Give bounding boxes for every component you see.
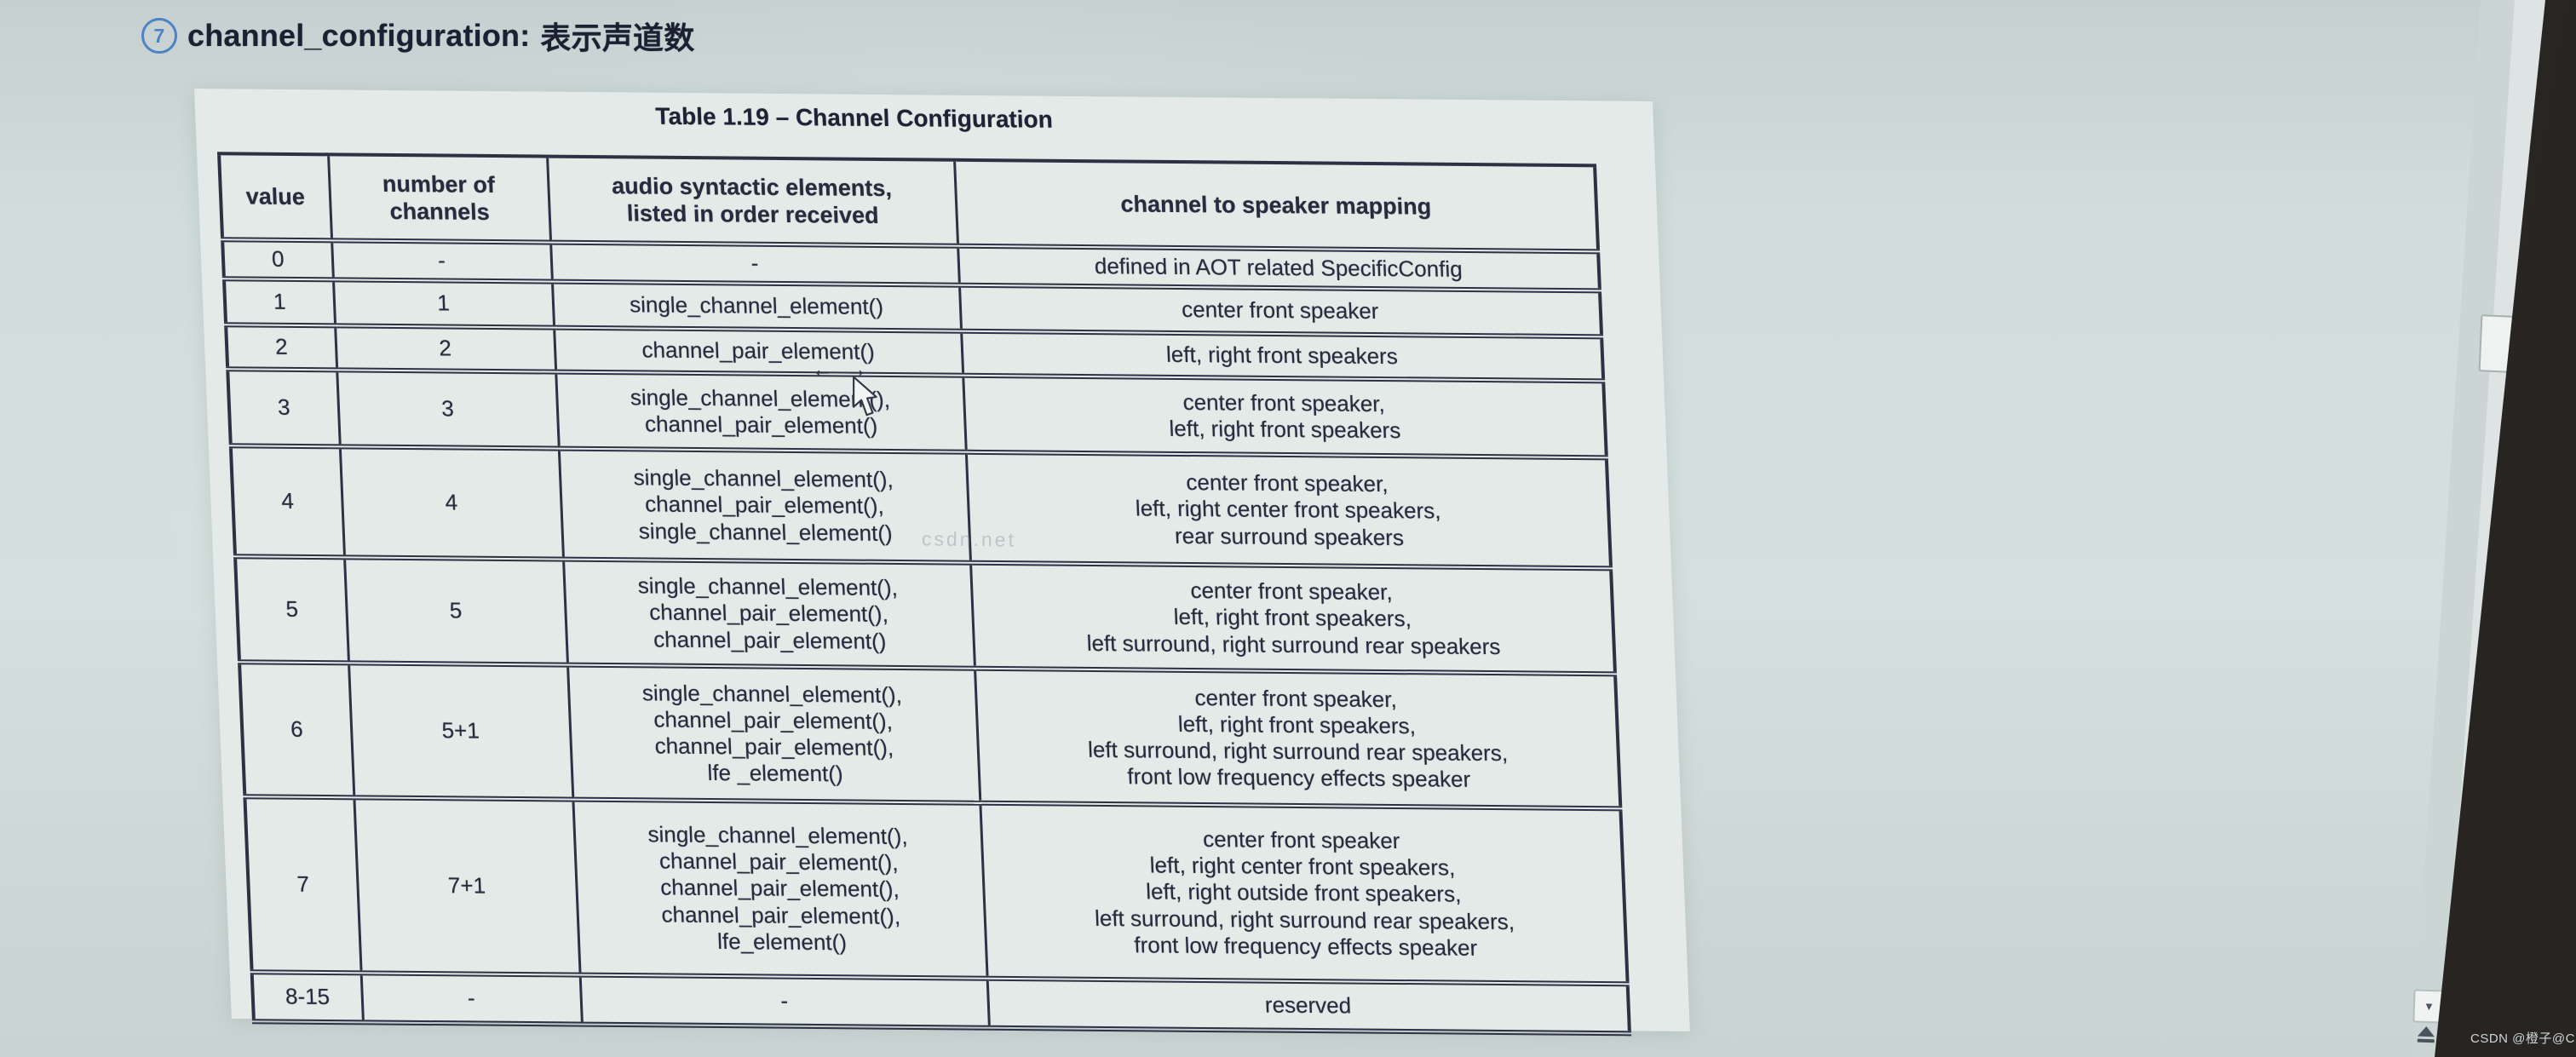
mouse-cursor-icon [853,376,877,416]
cell-channels: 3 [336,370,559,449]
up-triangle-icon [2417,1025,2435,1037]
inline-watermark: csdn.net [921,527,1017,551]
cell-elements: single_channel_element(), channel_pair_e… [555,371,966,452]
cell-value: 6 [239,662,354,798]
cell-mapping: center front speaker, left, right front … [975,668,1621,809]
right-arrow-icon: → [846,358,867,382]
cell-elements: single_channel_element(), channel_pair_e… [558,448,971,563]
table-row: 5 5 single_channel_element(), channel_pa… [235,556,1616,675]
cell-channels: - [331,240,552,282]
left-arrow-icon: ← [812,358,833,382]
cell-mapping: center front speaker, left, right front … [963,375,1607,458]
cell-channels: 5+1 [348,663,573,800]
cell-value: 7 [244,796,361,974]
header-row: value number of channels audio syntactic… [219,153,1599,252]
channel-configuration-table: value number of channels audio syntactic… [216,152,1632,1037]
cell-channels: - [360,973,582,1025]
cell-value: 2 [226,325,337,371]
cell-elements: single_channel_element(), channel_pair_e… [563,559,975,669]
cell-channels: 1 [332,279,555,328]
cell-mapping: center front speaker, left, right center… [965,451,1612,569]
cell-value: 8-15 [251,972,363,1023]
horizontal-scroll-arrows: ← → [812,358,867,382]
cell-value: 3 [227,369,340,447]
cell-value: 5 [235,556,349,663]
table-row: 3 3 single_channel_element(), channel_pa… [227,369,1607,458]
document-page: Table 1.19 – Channel Configuration value… [194,89,1690,1037]
csdn-watermark: CSDN @橙子@C [2470,1031,2575,1046]
cell-value: 0 [222,239,333,280]
cell-elements: single_channel_element(), channel_pair_e… [572,799,987,979]
cell-value: 4 [230,445,345,558]
cell-elements: single_channel_element() [551,281,962,331]
page-heading: 7 channel_configuration: 表示声道数 [141,14,694,58]
table-row: 6 5+1 single_channel_element(), channel_… [239,662,1621,809]
cell-elements: - [550,242,959,285]
cell-mapping: left, right front speakers [961,330,1604,382]
column-header-channels: number of channels [328,154,551,243]
circled-7-badge: 7 [141,18,177,54]
cell-elements: - [579,974,989,1028]
cell-elements: single_channel_element(), channel_pair_e… [567,664,980,803]
cell-channels: 7+1 [354,797,580,975]
cell-mapping: defined in AOT related SpecificConfig [957,245,1600,291]
column-header-elements: audio syntactic elements, listed in orde… [547,156,958,246]
cell-mapping: center front speaker left, right center … [980,802,1628,985]
heading-cjk-text: 表示声道数 [540,20,695,55]
heading-code-text: channel_configuration: [187,18,531,53]
column-header-mapping: channel to speaker mapping [954,159,1599,252]
cell-mapping: reserved [986,978,1630,1034]
cell-value: 1 [223,279,336,326]
cell-channels: 5 [344,557,568,665]
down-arrow-icon: ▼ [2423,999,2435,1014]
cell-mapping: center front speaker, left, right front … [970,562,1616,675]
column-header-value: value [219,153,332,241]
table-row: 7 7+1 single_channel_element(), channel_… [244,796,1628,985]
cell-mapping: center front speaker [958,284,1602,337]
table-caption: Table 1.19 – Channel Configuration [654,102,1054,133]
top-bar-icon [2417,1038,2435,1043]
scroll-to-top-icon[interactable] [2417,1025,2435,1043]
cell-channels: 4 [339,446,564,560]
cell-elements: channel_pair_element() [554,327,963,376]
cell-channels: 2 [335,325,556,372]
